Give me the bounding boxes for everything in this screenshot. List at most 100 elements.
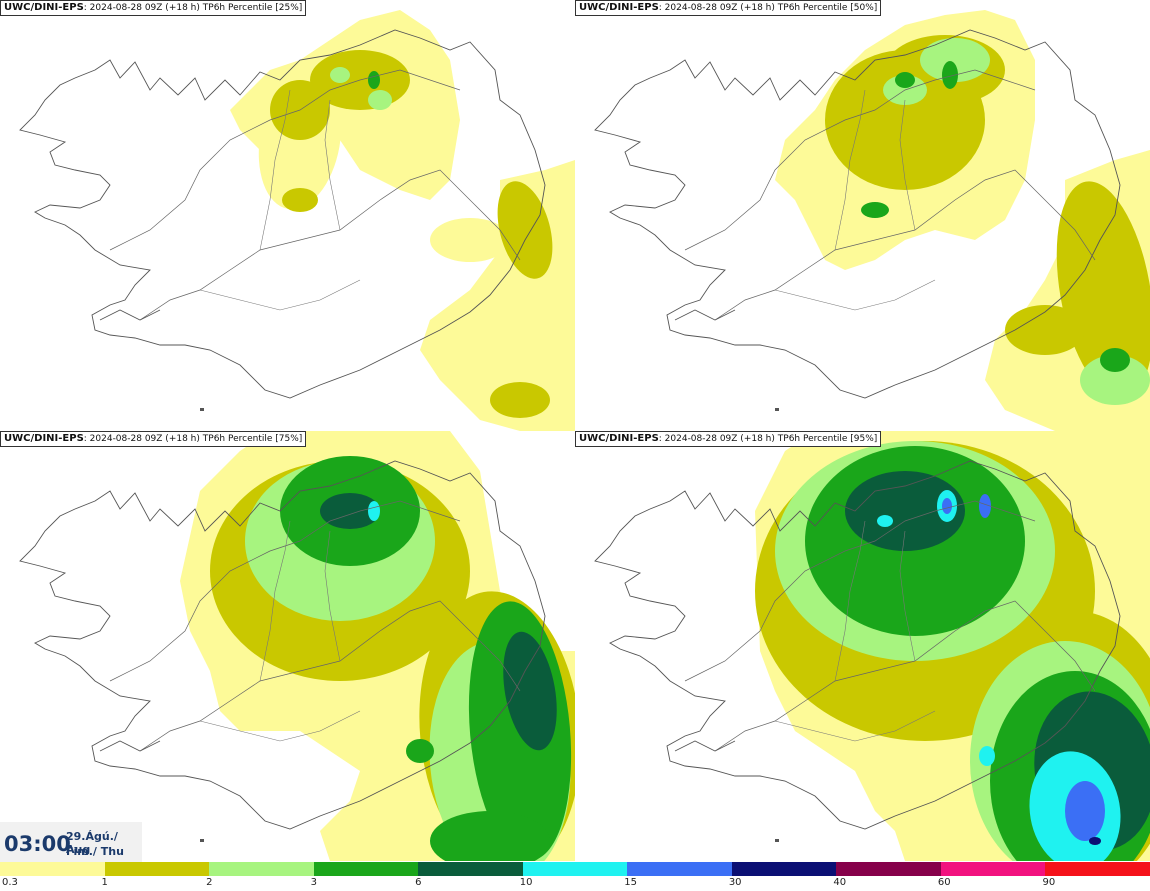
color-legend: 0.3 1 2 3 6 10 15 30 40 60 90 xyxy=(0,862,1150,891)
precip-area xyxy=(430,811,550,861)
legend-swatch xyxy=(209,862,315,876)
road-line xyxy=(259,89,291,251)
precip-map-p50 xyxy=(594,10,1150,431)
field-label: TP6h Percentile [25%] xyxy=(202,3,303,13)
precip-area xyxy=(490,382,550,418)
map-panel-p25: UWC/DINI-EPS: 2024-08-28 09Z (+18 h) TP6… xyxy=(0,0,575,431)
road-line xyxy=(324,530,341,662)
precip-area xyxy=(1005,305,1085,355)
precip-area xyxy=(368,501,380,521)
legend-swatch xyxy=(0,862,106,876)
precip-area xyxy=(1100,348,1130,372)
valid-time: 03:00 xyxy=(4,832,71,856)
precip-area xyxy=(330,67,350,83)
precip-area xyxy=(1089,837,1101,845)
precip-area xyxy=(942,61,958,89)
road-line xyxy=(834,89,866,251)
island xyxy=(775,408,779,411)
model-name: UWC/DINI-EPS xyxy=(579,433,659,444)
map-panel-p95: UWC/DINI-EPS: 2024-08-28 09Z (+18 h) TP6… xyxy=(575,431,1150,861)
panel-title: UWC/DINI-EPS: 2024-08-28 09Z (+18 h) TP6… xyxy=(0,431,307,447)
legend-tick-label: 60 xyxy=(937,877,951,888)
precip-area xyxy=(920,38,990,82)
legend-tick-label: 2 xyxy=(206,877,213,888)
legend-swatch xyxy=(522,862,629,876)
precip-area xyxy=(430,218,510,262)
road-line xyxy=(109,500,461,682)
precip-map-p75 xyxy=(19,431,575,861)
island xyxy=(200,839,204,842)
road-line xyxy=(199,279,361,311)
legend-swatch xyxy=(627,862,733,876)
panel-title: UWC/DINI-EPS: 2024-08-28 09Z (+18 h) TP6… xyxy=(575,431,882,447)
road-line xyxy=(109,69,461,251)
precip-area xyxy=(1080,355,1150,405)
road-line xyxy=(324,99,341,231)
road-line xyxy=(684,69,1036,251)
run-info: : 2024-08-28 09Z (+18 h) xyxy=(658,3,775,13)
precip-area xyxy=(406,739,434,763)
legend-tick-label: 1 xyxy=(101,877,108,888)
precip-map-p25 xyxy=(19,10,575,431)
legend-tick-label: 10 xyxy=(519,877,533,888)
precip-area xyxy=(877,515,893,527)
precip-map-p95 xyxy=(594,431,1150,861)
legend-tick-label: 15 xyxy=(624,877,637,888)
valid-date: 29.Ágú./ Aug xyxy=(66,830,118,856)
model-name: UWC/DINI-EPS xyxy=(579,2,659,13)
road-line xyxy=(834,520,866,682)
road-line xyxy=(899,530,916,662)
precip-area xyxy=(942,498,952,514)
precip-area xyxy=(282,188,318,212)
precip-area xyxy=(979,746,995,766)
island xyxy=(200,408,204,411)
field-label: TP6h Percentile [95%] xyxy=(777,434,878,444)
road-line xyxy=(99,309,161,321)
run-info: : 2024-08-28 09Z (+18 h) xyxy=(658,434,775,444)
field-label: TP6h Percentile [75%] xyxy=(202,434,303,444)
road-line xyxy=(674,309,736,321)
precip-area xyxy=(497,181,553,279)
panel-title: UWC/DINI-EPS: 2024-08-28 09Z (+18 h) TP6… xyxy=(575,0,882,16)
legend-swatch xyxy=(104,862,211,876)
legend-swatch xyxy=(418,862,524,876)
precip-area xyxy=(368,90,392,110)
road-line xyxy=(199,710,361,742)
legend-swatch xyxy=(313,862,420,876)
panel-title: UWC/DINI-EPS: 2024-08-28 09Z (+18 h) TP6… xyxy=(0,0,307,16)
legend-tick-label: 6 xyxy=(415,877,422,888)
legend-tick-label: 90 xyxy=(1042,877,1056,888)
road-line xyxy=(774,279,936,311)
coastline xyxy=(19,29,546,399)
road-line xyxy=(99,740,161,752)
road-line xyxy=(674,740,736,752)
field-label: TP6h Percentile [50%] xyxy=(777,3,878,13)
legend-swatch xyxy=(940,862,1047,876)
map-panel-p75: UWC/DINI-EPS: 2024-08-28 09Z (+18 h) TP6… xyxy=(0,431,575,861)
precip-area xyxy=(861,202,889,218)
run-info: : 2024-08-28 09Z (+18 h) xyxy=(83,3,200,13)
map-panel-p50: UWC/DINI-EPS: 2024-08-28 09Z (+18 h) TP6… xyxy=(575,0,1150,431)
precip-area xyxy=(503,631,557,751)
road-line xyxy=(899,99,916,231)
road-line xyxy=(684,500,1036,682)
valid-weekday: Fim./ Thu xyxy=(66,845,124,858)
precip-area xyxy=(320,493,380,529)
model-name: UWC/DINI-EPS xyxy=(4,2,84,13)
precip-area xyxy=(979,494,991,518)
road-line xyxy=(774,710,936,742)
road-line xyxy=(259,520,291,682)
legend-swatch xyxy=(731,862,838,876)
precip-area xyxy=(895,72,915,88)
legend-tick-label: 3 xyxy=(310,877,317,888)
island xyxy=(775,839,779,842)
legend-swatch xyxy=(836,862,942,876)
precip-area xyxy=(1065,781,1105,841)
coastline xyxy=(594,460,1121,830)
coastline xyxy=(594,29,1121,399)
legend-tick-label: 0.3 xyxy=(2,877,18,888)
run-info: : 2024-08-28 09Z (+18 h) xyxy=(83,434,200,444)
valid-time-box: 03:00 29.Ágú./ Aug Fim./ Thu xyxy=(0,822,142,862)
legend-tick-label: 30 xyxy=(728,877,742,888)
precip-area xyxy=(368,71,380,89)
